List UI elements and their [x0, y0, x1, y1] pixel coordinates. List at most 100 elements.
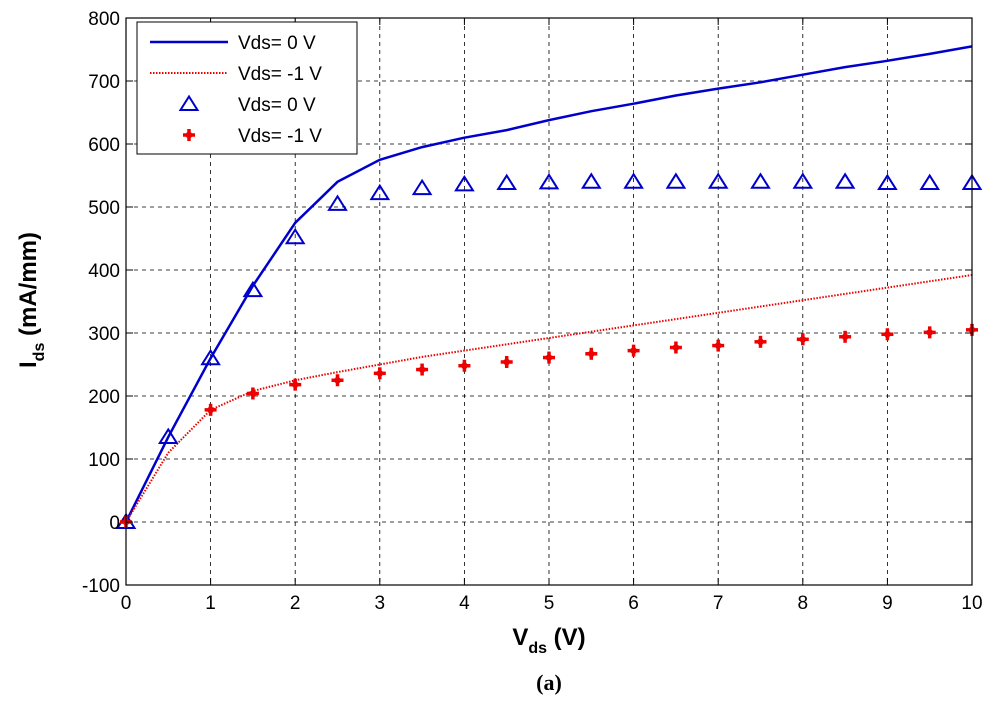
legend-item: Vds= 0 V: [178, 94, 316, 116]
y-axis-label-unit: (mA/mm): [15, 232, 42, 343]
y-tick-label: 100: [88, 450, 120, 471]
x-tick-label: 5: [544, 593, 555, 614]
triangle-point: [284, 227, 306, 245]
triangle-point: [877, 173, 898, 191]
legend-box: [136, 21, 358, 155]
series-1: [125, 274, 973, 523]
plus-point-core: [841, 333, 849, 341]
series-line: [125, 274, 973, 523]
x-tick-label: 8: [798, 593, 809, 614]
triangle-point: [707, 172, 729, 189]
legend-swatch: [183, 129, 195, 141]
y-axis-label-main: I: [15, 361, 42, 368]
series-layer: [115, 45, 983, 529]
plus-point: [500, 355, 513, 368]
plus-point-core: [503, 358, 511, 366]
plus-point: [204, 403, 217, 416]
triangle-point: [665, 172, 687, 189]
series-3: [120, 323, 978, 528]
plus-point-core: [884, 330, 891, 338]
plus-point-core: [630, 347, 637, 354]
plus-point-core: [376, 370, 384, 377]
plus-point: [881, 328, 894, 341]
legend-item: Vds= 0 V: [150, 33, 316, 54]
plus-point: [754, 335, 767, 348]
y-axis-label: Ids (mA/mm): [15, 232, 48, 368]
plus-point-core: [799, 336, 807, 343]
legend-swatch: [178, 94, 200, 111]
y-axis-label-sub: ds: [31, 343, 48, 362]
legend-label: Vds= -1 V: [238, 126, 322, 147]
plus-point: [289, 378, 302, 391]
triangle-point: [454, 174, 475, 192]
x-tick-label: 3: [375, 593, 386, 614]
y-tick-label: -100: [82, 576, 120, 597]
plus-point: [543, 351, 555, 364]
triangle-point: [496, 173, 518, 191]
y-tick-label: 0: [109, 513, 120, 534]
plus-point: [923, 326, 936, 339]
x-axis-label: Vds (V): [512, 624, 585, 657]
y-tick-label: 400: [88, 261, 120, 282]
grid: [126, 18, 972, 585]
legend-label: Vds= 0 V: [238, 33, 316, 54]
plus-point-core: [334, 376, 341, 384]
y-tick-label: 300: [88, 324, 120, 345]
plus-point: [416, 363, 429, 376]
plus-point: [796, 333, 809, 346]
plus-point: [458, 359, 471, 372]
x-axis-label-unit: (V): [547, 624, 586, 651]
plus-point-core: [545, 354, 553, 361]
legend: Vds= 0 V Vds= -1 V Vds= 0 V Vds= -1 V: [136, 21, 358, 155]
triangle-point: [242, 280, 264, 298]
legend-item: Vds= -1 V: [183, 126, 322, 147]
triangle-point: [327, 194, 348, 211]
triangle-point: [919, 173, 941, 191]
plus-point: [585, 347, 598, 360]
y-tick-label: 200: [88, 387, 120, 408]
triangle-point: [369, 183, 391, 201]
triangle-point: [538, 173, 560, 190]
legend-item: Vds= -1 V: [150, 64, 322, 85]
triangle-point: [157, 427, 179, 444]
triangle-point: [200, 348, 221, 366]
x-axis-label-main: V: [512, 624, 528, 651]
plus-point-core: [207, 406, 214, 414]
x-tick-label: 4: [459, 593, 470, 614]
triangle-point: [792, 172, 814, 189]
plus-point: [669, 341, 682, 354]
legend-swatch-core: [185, 131, 193, 139]
plus-point-core: [757, 338, 764, 346]
triangle-point: [834, 172, 856, 189]
x-tick-label: 9: [882, 593, 893, 614]
x-tick-label: 2: [290, 593, 301, 614]
plus-point-core: [291, 381, 299, 388]
series-0: [124, 45, 973, 523]
x-tick-label: 0: [121, 593, 132, 614]
plus-point-core: [461, 362, 468, 370]
plus-point: [712, 339, 725, 352]
x-tick-label: 7: [713, 593, 724, 614]
plus-point-core: [926, 329, 933, 336]
triangle-point: [580, 172, 602, 189]
y-tick-label: 600: [88, 135, 120, 156]
triangle-point: [411, 178, 433, 196]
plus-point: [331, 374, 344, 387]
figure-caption: (a): [536, 670, 562, 695]
tick-layer: 0 1 2 3 4 5 6 7 8 9 10-100010020030040050060070080…: [82, 9, 983, 614]
plus-point-core: [249, 390, 257, 397]
plus-point-core: [672, 344, 680, 351]
plus-point-core: [418, 366, 426, 373]
x-axis-label-sub: ds: [528, 640, 547, 657]
plus-point: [627, 344, 640, 357]
plus-point: [246, 387, 259, 400]
triangle-point: [750, 172, 771, 189]
plus-point-core: [588, 350, 595, 358]
y-tick-label: 500: [88, 198, 120, 219]
triangle-point: [623, 172, 644, 189]
y-tick-label: 800: [88, 9, 120, 30]
plus-point: [839, 330, 852, 343]
plus-point-core: [714, 342, 722, 349]
legend-label: Vds= 0 V: [238, 95, 316, 116]
